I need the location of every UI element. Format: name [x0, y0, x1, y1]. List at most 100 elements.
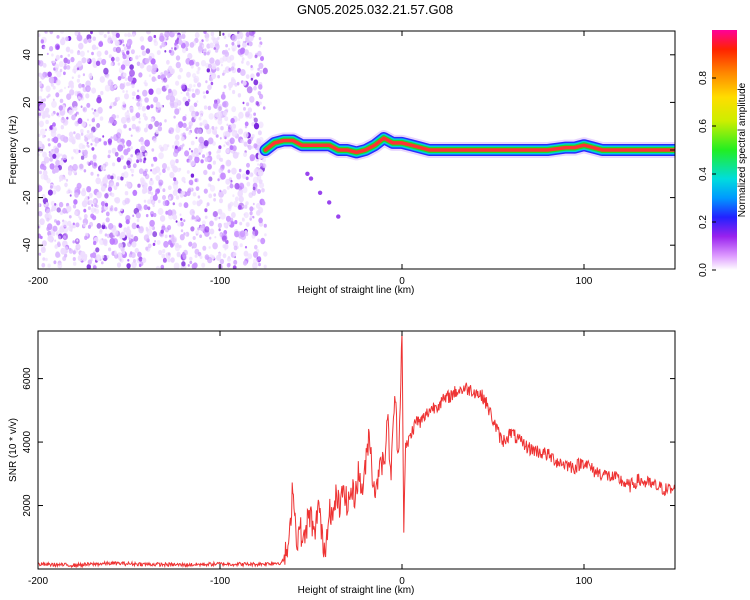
noise-speckle	[175, 242, 180, 248]
noise-speckle	[168, 49, 172, 54]
noise-speckle	[158, 172, 162, 176]
noise-speckle	[249, 215, 253, 219]
noise-speckle	[98, 31, 104, 36]
noise-speckle	[219, 137, 222, 140]
noise-speckle	[82, 144, 86, 149]
noise-speckle	[65, 36, 69, 42]
noise-speckle	[156, 188, 161, 194]
noise-speckle	[222, 100, 229, 108]
noise-speckle	[178, 167, 182, 171]
noise-speckle	[242, 101, 245, 105]
noise-speckle	[167, 185, 172, 190]
noise-speckle	[209, 220, 214, 227]
noise-speckle	[57, 235, 62, 240]
noise-speckle	[178, 107, 182, 111]
noise-speckle	[122, 52, 125, 56]
noise-speckle	[217, 75, 221, 79]
noise-speckle	[90, 257, 93, 260]
noise-speckle	[52, 60, 56, 64]
noise-speckle	[122, 90, 125, 93]
noise-speckle	[67, 165, 74, 173]
noise-speckle	[233, 252, 237, 257]
noise-speckle	[86, 141, 89, 145]
noise-speckle	[200, 114, 203, 118]
noise-speckle	[86, 118, 90, 122]
noise-speckle	[38, 112, 41, 116]
noise-speckle	[232, 89, 236, 95]
noise-speckle	[117, 76, 122, 81]
noise-speckle	[52, 189, 57, 195]
noise-speckle	[252, 215, 255, 219]
noise-speckle	[206, 51, 210, 56]
noise-speckle	[184, 150, 190, 157]
noise-speckle	[238, 202, 245, 210]
noise-speckle	[122, 72, 127, 78]
noise-speckle	[116, 252, 123, 260]
noise-speckle	[100, 201, 105, 207]
noise-speckle	[87, 145, 90, 148]
noise-speckle	[241, 57, 245, 61]
noise-speckle	[195, 152, 199, 157]
noise-speckle	[229, 145, 234, 151]
noise-speckle	[239, 243, 243, 248]
noise-speckle	[71, 156, 74, 160]
noise-speckle	[208, 176, 213, 182]
noise-speckle	[208, 246, 211, 249]
noise-speckle	[87, 50, 90, 53]
noise-speckle	[91, 204, 94, 207]
noise-speckle	[157, 207, 164, 216]
noise-speckle	[138, 263, 142, 268]
noise-speckle	[122, 250, 126, 255]
noise-speckle	[60, 153, 63, 157]
noise-speckle	[129, 64, 134, 70]
noise-speckle	[165, 84, 169, 89]
noise-speckle	[155, 87, 162, 95]
noise-speckle	[150, 104, 154, 109]
noise-speckle	[226, 186, 230, 190]
noise-speckle	[114, 40, 120, 47]
noise-speckle	[130, 49, 135, 55]
noise-speckle	[122, 101, 126, 105]
noise-speckle	[54, 239, 57, 242]
noise-speckle	[52, 136, 59, 144]
noise-speckle	[220, 63, 223, 67]
noise-speckle	[95, 204, 99, 208]
noise-speckle	[139, 137, 144, 142]
noise-speckle	[128, 127, 132, 131]
noise-speckle	[181, 33, 186, 39]
noise-speckle	[177, 121, 184, 128]
y-tick-label: 0	[22, 147, 33, 153]
noise-speckle	[95, 177, 101, 185]
noise-speckle	[190, 160, 195, 167]
noise-speckle	[87, 38, 92, 44]
noise-speckle	[142, 170, 148, 177]
noise-speckle	[102, 222, 105, 226]
colorbar-tick-label: 0.4	[698, 167, 709, 181]
noise-speckle	[68, 109, 73, 116]
noise-speckle	[59, 159, 64, 166]
noise-speckle	[159, 45, 163, 49]
noise-speckle	[90, 143, 93, 146]
noise-speckle	[258, 62, 264, 69]
noise-speckle	[134, 247, 139, 254]
noise-speckle	[223, 144, 226, 147]
noise-speckle	[111, 147, 117, 154]
noise-speckle	[209, 42, 214, 49]
noise-speckle	[114, 207, 118, 212]
spectrogram-y-ticks: 40 20 0 -20 -40	[22, 49, 675, 252]
noise-speckle	[206, 202, 210, 207]
noise-speckle	[225, 178, 231, 185]
y-tick-label: 4000	[22, 431, 33, 454]
noise-speckle	[126, 82, 130, 87]
noise-speckle	[241, 60, 244, 64]
noise-speckle	[104, 193, 109, 199]
noise-speckle	[153, 34, 157, 39]
noise-speckle	[59, 226, 65, 233]
noise-speckle	[143, 160, 146, 164]
noise-speckle	[229, 183, 234, 189]
noise-speckle	[92, 265, 97, 269]
noise-speckle	[142, 184, 145, 188]
noise-speckle	[220, 172, 226, 180]
noise-speckle	[230, 66, 235, 71]
noise-speckle	[203, 31, 207, 34]
